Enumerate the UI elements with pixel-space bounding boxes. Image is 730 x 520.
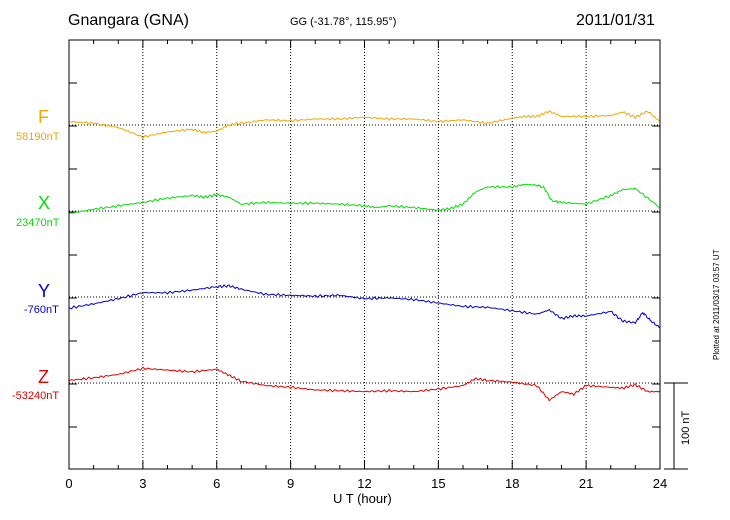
x-tick-label: 0: [65, 476, 72, 491]
x-tick-label: 9: [287, 476, 294, 491]
scale-bar-label: 100 nT: [680, 410, 692, 445]
plot-date: 2011/01/31: [576, 12, 655, 29]
channel-label-x: X: [38, 193, 51, 213]
channel-label-f: F: [38, 107, 49, 127]
x-tick-label: 18: [505, 476, 519, 491]
x-axis-label: U T (hour): [333, 491, 392, 506]
channel-baseline-x: 23470nT: [16, 217, 60, 229]
series-line-x: [68, 183, 661, 214]
channel-baseline-f: 58190nT: [16, 131, 60, 143]
x-tick-label: 24: [653, 476, 667, 491]
series-line-f: [68, 110, 661, 140]
channel-label-z: Z: [38, 367, 49, 387]
station-coordinates: GG (-31.78°, 115.95°): [290, 16, 397, 28]
channel-baseline-z: -53240nT: [12, 390, 60, 402]
plotted-timestamp: Plotted at 2011/03/17 03:57 UT: [712, 249, 721, 360]
plot-frame: [68, 39, 661, 470]
series-line-y: [68, 284, 661, 329]
x-tick-label: 15: [431, 476, 445, 491]
series-line-z: [68, 366, 660, 402]
station-title: Gnangara (GNA): [68, 12, 189, 29]
channel-baseline-y: -760nT: [24, 304, 59, 316]
channel-label-y: Y: [38, 281, 51, 301]
x-tick-label: 6: [213, 476, 220, 491]
x-tick-label: 21: [579, 476, 593, 491]
x-tick-label: 12: [357, 476, 371, 491]
x-tick-label: 3: [139, 476, 146, 491]
